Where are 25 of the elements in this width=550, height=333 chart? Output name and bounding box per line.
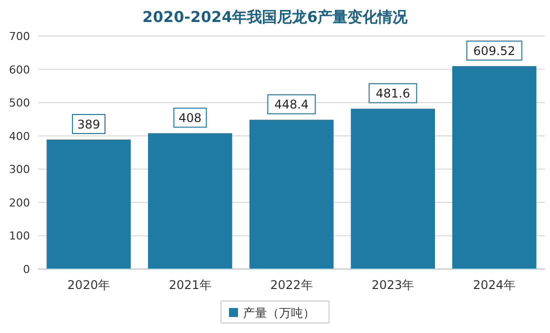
data-label: 389: [77, 118, 100, 132]
data-label: 481.6: [376, 86, 410, 101]
bar: [350, 108, 435, 269]
y-tick-label: 300: [9, 163, 30, 176]
x-tick-label: 2023年: [372, 278, 414, 292]
y-tick-label: 0: [23, 263, 30, 276]
y-tick-label: 100: [9, 230, 30, 243]
x-tick-label: 2024年: [473, 278, 516, 292]
y-tick-label: 200: [9, 196, 30, 210]
y-tick-label: 700: [9, 30, 30, 43]
data-label: 609.52: [473, 44, 516, 58]
y-tick-label: 400: [9, 130, 30, 143]
data-label: 448.4: [274, 98, 309, 112]
x-tick-label: 2022年: [270, 278, 313, 292]
bar: [249, 120, 334, 269]
chart-title: 2020-2024年我国尼龙6产量变化情况: [142, 8, 409, 26]
bar: [46, 140, 131, 269]
y-tick-label: 500: [9, 96, 30, 110]
y-tick-label: 600: [9, 63, 30, 76]
x-tick-label: 2021年: [168, 278, 212, 292]
legend-label: 产量（万吨）: [243, 306, 315, 320]
x-tick-label: 2020年: [67, 278, 110, 292]
data-label: 408: [178, 111, 202, 126]
bar: [452, 66, 536, 269]
bar: [148, 133, 232, 269]
